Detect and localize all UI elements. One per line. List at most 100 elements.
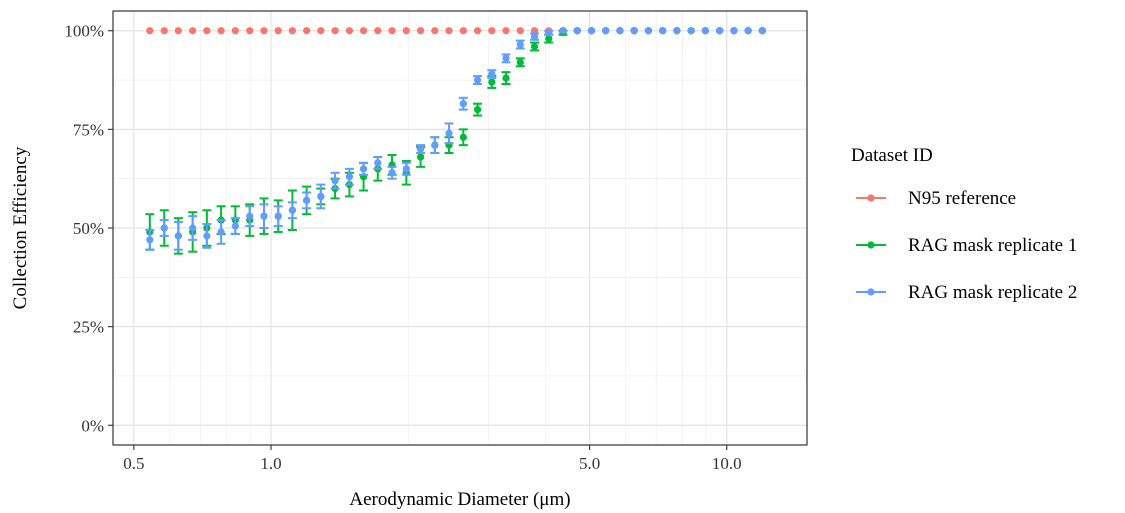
data-point (502, 54, 510, 62)
data-point (502, 74, 510, 82)
data-point (530, 42, 539, 51)
legend-title: Dataset ID (851, 145, 933, 166)
data-point (402, 27, 410, 35)
data-point (701, 27, 709, 35)
data-point (488, 70, 496, 78)
data-point (516, 27, 524, 35)
data-point (488, 27, 496, 35)
x-tick-label: 1.0 (260, 454, 281, 473)
data-point (530, 33, 539, 41)
data-point (716, 27, 724, 35)
legend-item: RAG mask replicate 1 (856, 235, 1077, 256)
data-point (274, 27, 282, 35)
y-axis-title: Collection Efficiency (10, 146, 31, 309)
data-point (758, 27, 766, 35)
data-point (331, 27, 339, 35)
data-point (416, 27, 425, 35)
data-point (359, 165, 368, 173)
legend-label: RAG mask replicate 1 (908, 235, 1077, 256)
legend-key-point (867, 194, 875, 202)
data-point (488, 78, 496, 86)
data-point (246, 27, 254, 35)
y-axis: 0% 25% 50% 75% 100% (64, 22, 113, 435)
legend-label: N95 reference (908, 188, 1016, 209)
x-tick-label: 10.0 (712, 454, 742, 473)
data-point (545, 29, 553, 37)
data-point (260, 27, 268, 35)
data-point (602, 27, 610, 35)
data-point (445, 27, 453, 35)
data-point (231, 27, 239, 35)
y-tick-label: 75% (73, 120, 104, 139)
data-point (374, 27, 382, 35)
data-point (146, 27, 154, 35)
data-point (174, 27, 182, 35)
data-point (744, 27, 752, 35)
legend: Dataset ID N95 reference RAG mask replica… (851, 145, 1077, 303)
y-tick-label: 25% (73, 318, 104, 337)
data-point (345, 27, 354, 35)
data-point (317, 192, 325, 201)
legend-key-point (867, 241, 875, 249)
data-point (630, 27, 638, 35)
data-point (502, 27, 510, 35)
legend-key-point (867, 288, 875, 296)
data-point (416, 153, 425, 161)
data-point (388, 27, 396, 35)
data-point (260, 212, 268, 220)
data-point (388, 169, 396, 177)
data-point (616, 27, 624, 35)
data-point (659, 27, 667, 35)
data-point (416, 145, 425, 153)
data-point (174, 232, 182, 240)
data-point (160, 27, 168, 35)
data-point (644, 27, 653, 35)
legend-item: N95 reference (856, 188, 1016, 209)
data-point (559, 27, 567, 35)
data-series (145, 27, 766, 255)
x-axis: 0.5 1.0 5.0 10.0 (123, 445, 742, 473)
y-tick-label: 50% (73, 219, 104, 238)
data-point (587, 27, 596, 35)
data-point (573, 27, 581, 35)
data-point (288, 206, 297, 214)
data-point (246, 212, 254, 220)
data-point (516, 40, 524, 49)
series-rag-mask-replicate-2 (145, 27, 766, 251)
data-point (189, 224, 197, 232)
data-point (288, 27, 297, 35)
data-point (473, 27, 482, 35)
data-point (459, 27, 467, 35)
data-point (203, 232, 211, 240)
data-point (189, 27, 197, 35)
data-point (402, 165, 410, 173)
x-tick-label: 0.5 (123, 454, 144, 473)
data-point (160, 224, 168, 232)
data-point (374, 159, 382, 167)
data-point (303, 27, 311, 35)
y-tick-label: 100% (64, 22, 104, 41)
data-point (345, 173, 354, 181)
data-point (217, 27, 225, 35)
data-point (673, 27, 681, 35)
data-point (317, 27, 325, 35)
data-point (473, 106, 482, 114)
data-point (459, 133, 467, 141)
data-point (331, 177, 339, 185)
legend-item: RAG mask replicate 2 (856, 282, 1077, 303)
data-point (473, 76, 482, 84)
data-point (217, 228, 225, 236)
data-point (231, 222, 239, 230)
data-point (274, 212, 282, 220)
x-tick-label: 5.0 (579, 454, 600, 473)
data-point (445, 129, 453, 137)
data-point (516, 58, 524, 66)
data-point (146, 236, 154, 244)
y-tick-label: 0% (81, 416, 104, 435)
data-point (687, 27, 695, 35)
data-point (359, 27, 368, 35)
x-axis-title: Aerodynamic Diameter (μm) (349, 489, 570, 510)
data-point (545, 35, 553, 43)
data-point (730, 27, 738, 35)
